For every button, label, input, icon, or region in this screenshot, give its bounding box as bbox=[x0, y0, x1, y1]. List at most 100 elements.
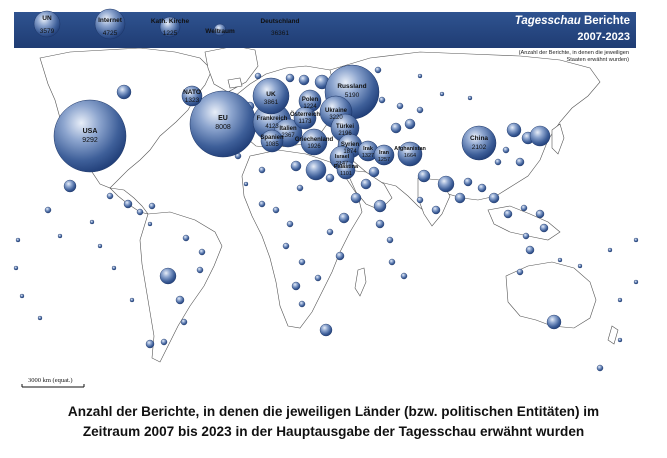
legend-label-weltraum: Weltraum bbox=[205, 28, 235, 35]
bubble-label-china: China bbox=[470, 135, 488, 142]
country-bubble bbox=[97, 243, 103, 249]
title-period: 2007-2023 bbox=[577, 31, 630, 43]
country-bubble bbox=[15, 237, 21, 243]
bubble-label-russland: Russland bbox=[337, 83, 366, 90]
legend-bubbles: UN 3579 Internet 4725 Kath. Kirche 1225 Weltra… bbox=[33, 8, 300, 40]
bubble-label-frankreich: Frankreich bbox=[257, 116, 288, 122]
country-bubble bbox=[285, 73, 295, 83]
country-bubble bbox=[525, 245, 535, 255]
country-bubble bbox=[243, 181, 249, 187]
bubble-value-italien: 2367 bbox=[281, 133, 295, 139]
country-bubble bbox=[515, 157, 525, 167]
country-bubble bbox=[89, 219, 95, 225]
country-bubble bbox=[617, 337, 623, 343]
legend-bubble-internet bbox=[94, 8, 126, 40]
country-bubble bbox=[298, 300, 306, 308]
country-bubble bbox=[503, 209, 513, 219]
country-bubble bbox=[416, 196, 424, 204]
country-bubble bbox=[145, 339, 155, 349]
bubble-nato bbox=[181, 85, 203, 107]
country-bubble bbox=[198, 248, 206, 256]
legend-bubble-kath-kirche bbox=[159, 16, 181, 38]
country-bubble bbox=[136, 208, 144, 216]
country-bubble bbox=[437, 175, 455, 193]
bubble-label-nato: NATO bbox=[183, 89, 201, 96]
country-bubble bbox=[378, 96, 386, 104]
country-bubble bbox=[159, 267, 177, 285]
country-bubble bbox=[182, 234, 190, 242]
bubble-value-frankreich: 4123 bbox=[265, 124, 279, 130]
country-bubble bbox=[258, 166, 266, 174]
bubble-label-uk: UK bbox=[266, 91, 276, 98]
bubble-palastina bbox=[336, 160, 356, 180]
country-bubble bbox=[175, 295, 185, 305]
country-bubble bbox=[633, 237, 639, 243]
bubble-value-turkei: 2196 bbox=[338, 131, 352, 137]
bubble-label-ukraine: Ukraine bbox=[325, 108, 348, 114]
country-bubble bbox=[19, 293, 25, 299]
bubble-label-syrien: Syrien bbox=[341, 142, 360, 148]
country-bubble bbox=[386, 236, 394, 244]
country-bubble bbox=[557, 257, 563, 263]
country-bubble bbox=[305, 159, 327, 181]
madagascar bbox=[354, 267, 367, 297]
legend-bubble-un bbox=[33, 10, 61, 38]
bubble-value-irak: 1327 bbox=[362, 153, 374, 159]
bubble-value-uk: 3861 bbox=[264, 99, 279, 106]
country-bubble bbox=[298, 74, 310, 86]
country-bubble bbox=[180, 318, 188, 326]
header-title: Tagesschau Berichte 2007-2023 bbox=[515, 12, 636, 48]
bubble-label-irak: Irak bbox=[363, 146, 374, 152]
country-bubble bbox=[319, 323, 333, 337]
country-bubble bbox=[129, 297, 135, 303]
bubble-value-spanien: 1085 bbox=[265, 142, 279, 148]
scale-bar: 3000 km (equat.) bbox=[21, 377, 85, 388]
bubble-label-griechenland: Griechenland bbox=[295, 137, 334, 143]
country-bubble bbox=[633, 279, 639, 285]
country-bubble bbox=[338, 212, 350, 224]
bubble-label-usa: USA bbox=[83, 128, 98, 135]
country-bubble bbox=[400, 272, 408, 280]
country-bubble bbox=[147, 221, 153, 227]
country-bubble bbox=[617, 297, 623, 303]
country-bubble bbox=[506, 122, 522, 138]
bubble-label-palastina: Palästina bbox=[334, 164, 359, 170]
country-bubble bbox=[488, 192, 500, 204]
bubble-label-afghanistan: Afghanistan bbox=[394, 146, 426, 152]
bubble-value-eu: 8008 bbox=[215, 124, 231, 131]
country-bubble bbox=[57, 233, 63, 239]
country-bubble bbox=[286, 220, 294, 228]
country-bubble bbox=[396, 102, 404, 110]
bubble-spanien bbox=[260, 129, 284, 153]
bubble-value-ukraine: 3220 bbox=[329, 115, 343, 121]
country-bubble bbox=[314, 274, 322, 282]
country-bubble bbox=[416, 106, 424, 114]
scale-label: 3000 km (equat.) bbox=[28, 377, 73, 384]
country-bubble bbox=[360, 178, 372, 190]
country-bubble bbox=[196, 266, 204, 274]
bubble-value-syrien: 1874 bbox=[343, 149, 357, 155]
japan bbox=[551, 123, 565, 155]
country-bubble bbox=[296, 184, 304, 192]
country-bubble bbox=[368, 166, 380, 178]
legend-label-un: UN bbox=[42, 15, 52, 22]
country-bubble bbox=[148, 202, 156, 210]
country-bubble bbox=[44, 206, 52, 214]
caption-line-2: Zeitraum 2007 bis 2023 in der Hauptausga… bbox=[82, 424, 585, 439]
bubble-label-eu: EU bbox=[218, 115, 228, 122]
legend-value-kath-kirche: 1225 bbox=[163, 30, 178, 37]
legend-value-deutschland: 36361 bbox=[271, 30, 289, 37]
country-bubble bbox=[596, 364, 604, 372]
bubble-value-palastina: 1101 bbox=[340, 171, 352, 177]
continent-south-america bbox=[139, 211, 223, 363]
country-bubble bbox=[374, 66, 382, 74]
country-bubble bbox=[417, 73, 423, 79]
country-bubble bbox=[546, 314, 562, 330]
country-bubble bbox=[494, 158, 502, 166]
country-bubble bbox=[106, 192, 114, 200]
caption: Anzahl der Berichte, in denen die jeweil… bbox=[0, 402, 667, 442]
country-bubble bbox=[373, 199, 387, 213]
bubble-griechenland bbox=[300, 128, 328, 156]
country-bubble bbox=[298, 258, 306, 266]
